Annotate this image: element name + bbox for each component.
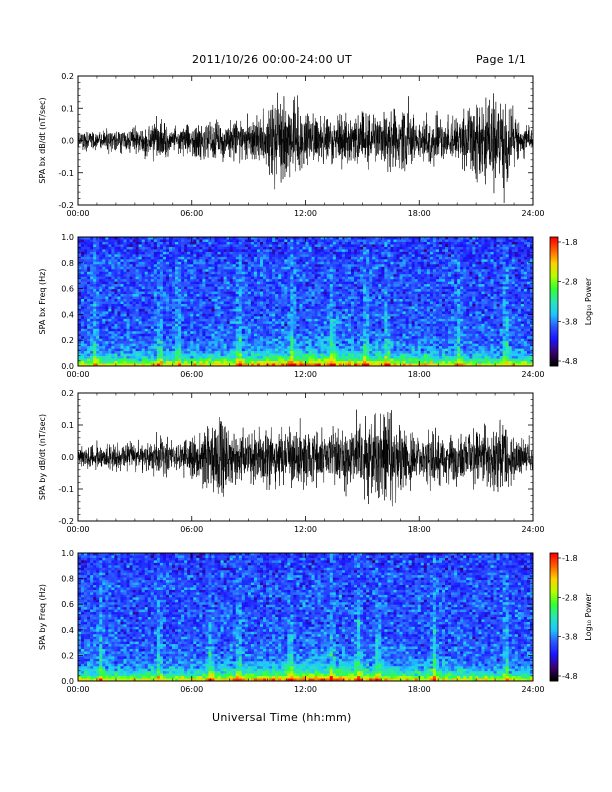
x-tick-label: 24:00 [521, 525, 544, 534]
panel-3: 00:00 06:00 12:00 18:00 24:00 0.2 0.1 0.0 -0.1 -0… [38, 389, 545, 534]
y-tick-label: 0.8 [61, 259, 74, 268]
panel-4: 00:00 06:00 12:00 18:00 24:00 1.0 0.8 0.6 0.4 0.2… [38, 549, 545, 694]
colorbar-tick-label: -2.8 [562, 593, 578, 602]
y-tick-label: 0.0 [61, 677, 74, 686]
panel-2: 00:00 06:00 12:00 18:00 24:00 1.0 0.8 0.6 0.4 0.2… [38, 233, 545, 379]
y-tick-label: 0.2 [61, 336, 74, 345]
y-tick-label: 0.1 [61, 104, 74, 113]
colorbar-tick-label: -4.8 [562, 672, 578, 681]
colorbar-tick-label: -3.8 [562, 317, 578, 326]
colorbar-tick-label: -2.8 [562, 278, 578, 287]
y-tick-label: 0.2 [61, 72, 74, 81]
y-tick-label: 1.0 [61, 549, 74, 558]
panel-frame [77, 75, 534, 206]
x-tick-label: 12:00 [294, 209, 317, 218]
series-line [78, 409, 533, 507]
panel-frame [77, 236, 534, 367]
panel-frame [77, 392, 534, 522]
y-tick-label: 0.0 [61, 453, 74, 462]
page-number: Page 1/1 [476, 53, 527, 66]
x-tick-label: 06:00 [180, 685, 203, 694]
x-tick-label: 12:00 [294, 370, 317, 379]
colorbar-tick-label: -4.8 [562, 357, 578, 366]
x-tick-label: 06:00 [180, 525, 203, 534]
y-tick-label: -0.2 [58, 517, 74, 526]
y-tick-label: 0.2 [61, 651, 74, 660]
y-tick-label: 1.0 [61, 233, 74, 242]
x-tick-label: 06:00 [180, 370, 203, 379]
x-tick-label: 24:00 [521, 209, 544, 218]
x-tick-label: 18:00 [408, 370, 431, 379]
series-line [78, 92, 533, 204]
y-axis-label: SPA bx Freq (Hz) [38, 269, 47, 335]
x-tick-label: 18:00 [408, 685, 431, 694]
colorbar-tick-label: -1.8 [562, 238, 578, 247]
x-tick-label: 24:00 [521, 685, 544, 694]
x-tick-label: 24:00 [521, 370, 544, 379]
y-axis-label: SPA by dB/dt (nT/sec) [38, 414, 47, 500]
x-tick-label: 00:00 [66, 209, 89, 218]
colorbar-tick-label: -1.8 [562, 554, 578, 563]
x-tick-label: 06:00 [180, 209, 203, 218]
y-tick-label: -0.1 [58, 169, 74, 178]
x-tick-label: 00:00 [66, 370, 89, 379]
y-axis-label: SPA by Freq (Hz) [38, 584, 47, 650]
x-tick-label: 18:00 [408, 525, 431, 534]
y-tick-label: 0.8 [61, 575, 74, 584]
spectrogram [78, 553, 534, 682]
y-tick-label: -0.1 [58, 485, 74, 494]
y-tick-label: 0.6 [61, 600, 74, 609]
colorbar: -1.8 -2.8 -3.8 -4.8 Log₁₀ Power [549, 552, 593, 682]
panel-1: 00:00 06:00 12:00 18:00 24:00 0.2 0.1 0.0 -0.1 -0… [38, 72, 545, 218]
x-tick-label: 12:00 [294, 525, 317, 534]
y-tick-label: 0.0 [61, 137, 74, 146]
y-tick-label: -0.2 [58, 201, 74, 210]
y-axis-label: SPA bx dB/dt (nT/sec) [38, 97, 47, 183]
y-tick-label: 0.4 [61, 310, 74, 319]
x-tick-label: 00:00 [66, 525, 89, 534]
y-tick-label: 0.4 [61, 626, 74, 635]
y-tick-label: 0.6 [61, 285, 74, 294]
colorbar: -1.8 -2.8 -3.8 -4.8 Log₁₀ Power [549, 236, 593, 367]
panel-frame [77, 552, 534, 682]
y-tick-label: 0.1 [61, 421, 74, 430]
colorbar-label: Log₁₀ Power [584, 277, 593, 325]
x-tick-label: 18:00 [408, 209, 431, 218]
colorbar-tick-label: -3.8 [562, 633, 578, 642]
spectrogram [78, 237, 534, 367]
x-axis-label: Universal Time (hh:mm) [212, 711, 352, 724]
page-title: 2011/10/26 00:00-24:00 UT [192, 53, 353, 66]
x-tick-label: 00:00 [66, 685, 89, 694]
colorbar-label: Log₁₀ Power [584, 593, 593, 641]
y-tick-label: 0.0 [61, 362, 74, 371]
x-tick-label: 12:00 [294, 685, 317, 694]
y-tick-label: 0.2 [61, 389, 74, 398]
